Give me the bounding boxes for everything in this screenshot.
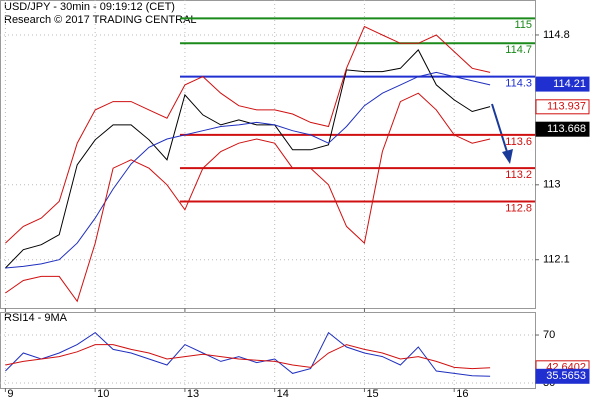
price-tag — [535, 121, 590, 137]
series-line — [5, 71, 491, 269]
forecast-arrow-head — [502, 149, 513, 164]
forecast-arrow — [491, 103, 509, 156]
level-label: 112.8 — [505, 202, 532, 214]
price-tag — [535, 99, 590, 115]
chart-subtitle: Research © 2017 TRADING CENTRAL — [4, 14, 197, 26]
y-tick-label: 70 — [543, 329, 555, 341]
price-tag — [535, 76, 590, 92]
x-tick-label: 10 — [97, 388, 109, 400]
price-tag-label: 114.21 — [553, 78, 586, 90]
level-label: 115 — [514, 19, 532, 31]
price-tag-label: 113.668 — [547, 123, 586, 135]
x-tick-label: 13 — [187, 388, 199, 400]
x-tick-label: 14 — [277, 388, 289, 400]
chart-title: USD/JPY - 30min - 09:19:12 (CET) — [4, 1, 175, 13]
level-label: 114.7 — [505, 44, 532, 56]
x-tick-label: 9 — [7, 388, 13, 400]
series-line — [5, 92, 491, 303]
series-line — [5, 331, 491, 377]
x-tick-label: 16 — [456, 388, 468, 400]
y-tick-label: 114.8 — [543, 29, 570, 41]
y-tick-label: 113 — [543, 179, 561, 191]
level-label: 113.2 — [505, 169, 532, 181]
price-tag — [535, 368, 590, 384]
rsi-title: RSI14 - 9MA — [4, 312, 68, 324]
level-label: 114.3 — [505, 77, 532, 89]
series-line — [5, 25, 491, 244]
level-label: 113.6 — [505, 136, 532, 148]
price-tag-label: 113.937 — [547, 101, 586, 113]
series-line — [5, 49, 491, 269]
main-panel — [0, 0, 536, 309]
y-tick-label: 112.1 — [543, 254, 570, 266]
series-line — [5, 344, 491, 370]
price-tag-label: 35.5653 — [546, 370, 586, 382]
x-tick-label: 15 — [366, 388, 378, 400]
rsi-panel — [0, 312, 536, 389]
